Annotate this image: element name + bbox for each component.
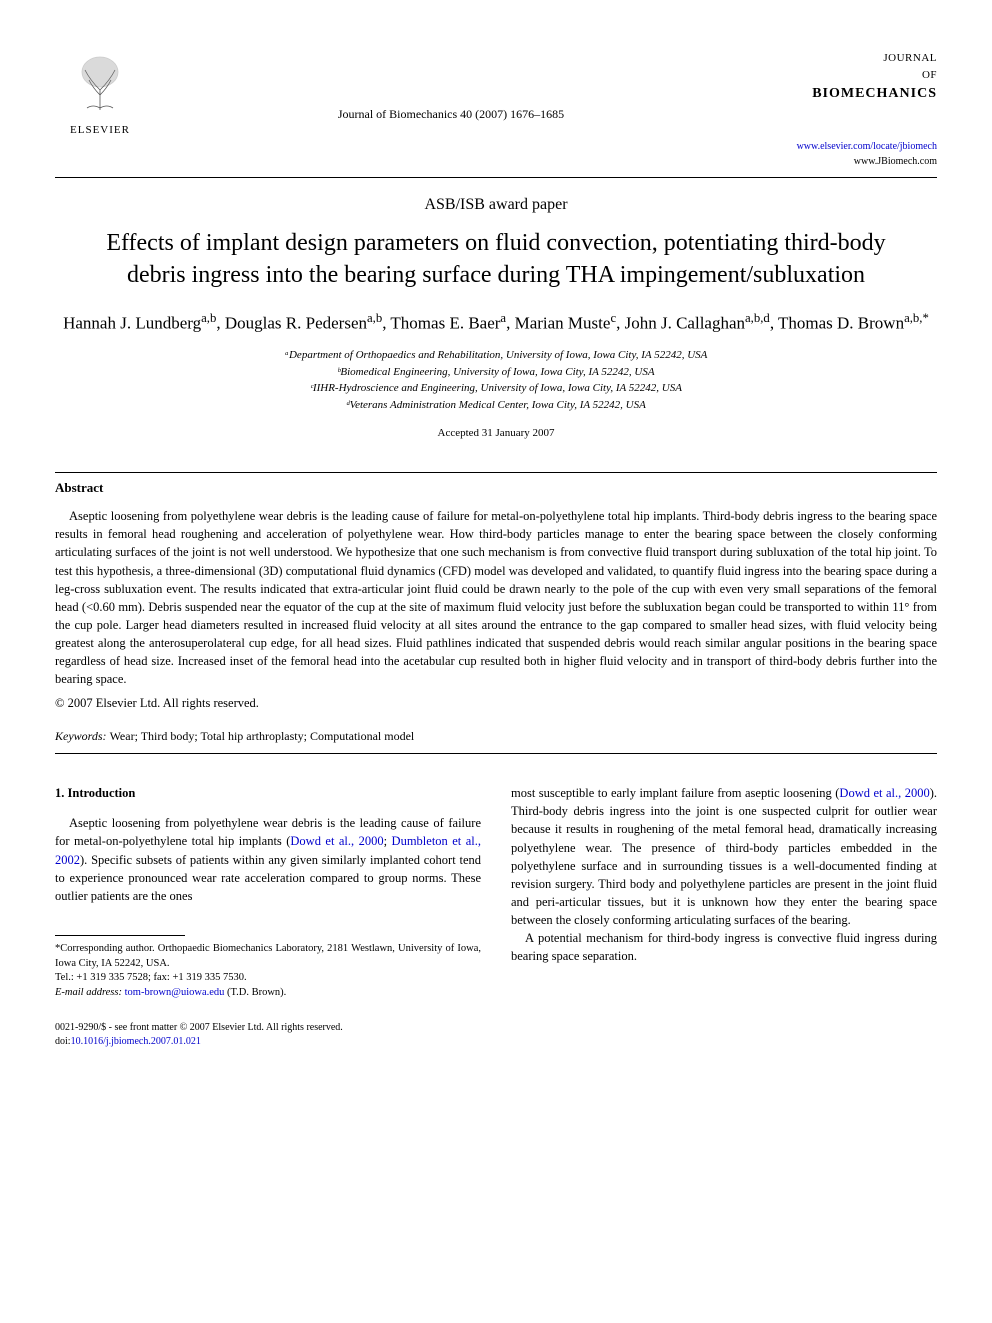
keywords: Keywords: Wear; Third body; Total hip ar… [55,727,937,745]
footnote-corr: *Corresponding author. Orthopaedic Biome… [55,942,481,971]
journal-word-2: OF [757,67,937,84]
footnote-email-line: E-mail address: tom-brown@uiowa.edu (T.D… [55,986,481,1001]
journal-link-1[interactable]: www.elsevier.com/locate/jbiomech [757,139,937,154]
abstract-heading: Abstract [55,478,937,498]
footnote-email[interactable]: tom-brown@uiowa.edu [125,987,225,998]
body-columns: 1. Introduction Aseptic loosening from p… [55,784,937,1050]
bottom-info: 0021-9290/$ - see front matter © 2007 El… [55,1021,481,1050]
intro-p2-post: ). Third-body debris ingress into the jo… [511,786,937,927]
journal-word-1: JOURNAL [757,50,937,67]
header-rule [55,177,937,178]
journal-citation: Journal of Biomechanics 40 (2007) 1676–1… [145,50,757,123]
corresponding-footnote: *Corresponding author. Orthopaedic Biome… [55,942,481,1001]
authors: Hannah J. Lundberga,b, Douglas R. Peders… [55,310,937,335]
keywords-label: Keywords: [55,729,107,743]
citation-dowd-2000[interactable]: Dowd et al., 2000 [290,834,383,848]
intro-p2-pre: most susceptible to early implant failur… [511,786,839,800]
affiliations: ᵃDepartment of Orthopaedics and Rehabili… [55,347,937,413]
abstract-text: Aseptic loosening from polyethylene wear… [55,507,937,688]
abstract-body: Aseptic loosening from polyethylene wear… [55,507,937,688]
footnote-email-name: (T.D. Brown). [227,987,286,998]
doi-line: doi:10.1016/j.jbiomech.2007.01.021 [55,1035,481,1050]
intro-heading: 1. Introduction [55,784,481,802]
footnote-rule [55,935,185,936]
abstract-top-rule [55,472,937,473]
footnote-email-label: E-mail address: [55,987,122,998]
doi-link[interactable]: 10.1016/j.jbiomech.2007.01.021 [71,1036,201,1047]
right-column: most susceptible to early implant failur… [511,784,937,1050]
paper-type: ASB/ISB award paper [55,193,937,217]
citation-dowd-2000-b[interactable]: Dowd et al., 2000 [839,786,929,800]
elsevier-tree-icon [65,50,135,120]
intro-p1-post: ). Specific subsets of patients within a… [55,853,481,903]
journal-links: www.elsevier.com/locate/jbiomech www.JBi… [757,139,937,169]
intro-para-3: A potential mechanism for third-body ing… [511,929,937,965]
publisher-logo: ELSEVIER [55,50,145,139]
left-column: 1. Introduction Aseptic loosening from p… [55,784,481,1050]
intro-para-1: Aseptic loosening from polyethylene wear… [55,814,481,905]
journal-word-3: BIOMECHANICS [757,83,937,104]
paper-title: Effects of implant design parameters on … [55,227,937,292]
journal-link-2[interactable]: www.JBiomech.com [757,154,937,169]
intro-p1-mid: ; [384,834,392,848]
issn-line: 0021-9290/$ - see front matter © 2007 El… [55,1021,481,1036]
keywords-value: Wear; Third body; Total hip arthroplasty… [110,729,415,743]
intro-para-2: most susceptible to early implant failur… [511,784,937,929]
abstract-copyright: © 2007 Elsevier Ltd. All rights reserved… [55,694,937,713]
abstract-bottom-rule [55,753,937,754]
journal-name-block: JOURNAL OF BIOMECHANICS www.elsevier.com… [757,50,937,169]
header-row: ELSEVIER Journal of Biomechanics 40 (200… [55,50,937,169]
doi-prefix: doi: [55,1036,71,1047]
accepted-date: Accepted 31 January 2007 [55,425,937,442]
publisher-name: ELSEVIER [70,122,130,139]
footnote-tel: Tel.: +1 319 335 7528; fax: +1 319 335 7… [55,971,481,986]
